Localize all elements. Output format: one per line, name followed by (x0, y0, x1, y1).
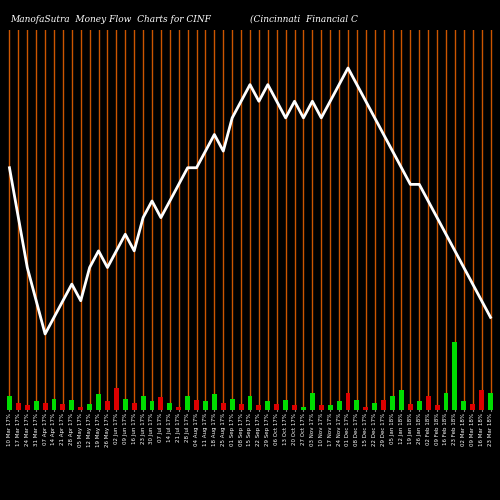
Bar (462, 402, 466, 410)
Bar (238, 404, 244, 410)
Bar (168, 403, 172, 410)
Bar (390, 396, 395, 410)
Bar (132, 403, 136, 410)
Bar (426, 396, 430, 410)
Bar (488, 393, 493, 410)
Bar (96, 394, 101, 410)
Bar (248, 396, 252, 410)
Bar (42, 403, 48, 410)
Bar (230, 398, 234, 410)
Bar (140, 396, 145, 410)
Bar (381, 400, 386, 410)
Bar (176, 407, 181, 410)
Bar (203, 402, 208, 410)
Bar (78, 406, 83, 410)
Bar (301, 406, 306, 410)
Text: ManofaSutra  Money Flow  Charts for CINF: ManofaSutra Money Flow Charts for CINF (10, 15, 211, 24)
Bar (452, 342, 458, 410)
Bar (123, 398, 128, 410)
Bar (364, 407, 368, 410)
Bar (7, 396, 12, 410)
Bar (444, 393, 448, 410)
Bar (417, 402, 422, 410)
Bar (319, 406, 324, 410)
Bar (212, 394, 217, 410)
Bar (158, 398, 164, 410)
Bar (105, 402, 110, 410)
Bar (266, 402, 270, 410)
Bar (328, 406, 332, 410)
Bar (60, 404, 66, 410)
Bar (372, 403, 377, 410)
Bar (479, 390, 484, 410)
Bar (470, 404, 475, 410)
Bar (346, 393, 350, 410)
Bar (52, 398, 57, 410)
Bar (274, 404, 279, 410)
Bar (336, 402, 342, 410)
Bar (150, 402, 154, 410)
Bar (283, 400, 288, 410)
Bar (408, 404, 413, 410)
Bar (399, 390, 404, 410)
Bar (221, 403, 226, 410)
Bar (292, 406, 297, 410)
Text: (Cincinnati  Financial C: (Cincinnati Financial C (250, 15, 358, 24)
Bar (70, 400, 74, 410)
Bar (434, 406, 440, 410)
Bar (34, 402, 38, 410)
Bar (16, 403, 21, 410)
Bar (185, 396, 190, 410)
Bar (194, 400, 199, 410)
Bar (354, 400, 360, 410)
Bar (25, 406, 29, 410)
Bar (114, 388, 119, 410)
Bar (310, 393, 315, 410)
Bar (87, 404, 92, 410)
Bar (256, 406, 262, 410)
